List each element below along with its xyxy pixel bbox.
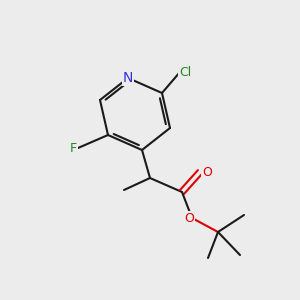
Text: F: F: [69, 142, 76, 154]
Text: O: O: [202, 166, 212, 178]
Text: N: N: [123, 71, 133, 85]
Text: O: O: [184, 212, 194, 224]
Text: Cl: Cl: [179, 65, 191, 79]
